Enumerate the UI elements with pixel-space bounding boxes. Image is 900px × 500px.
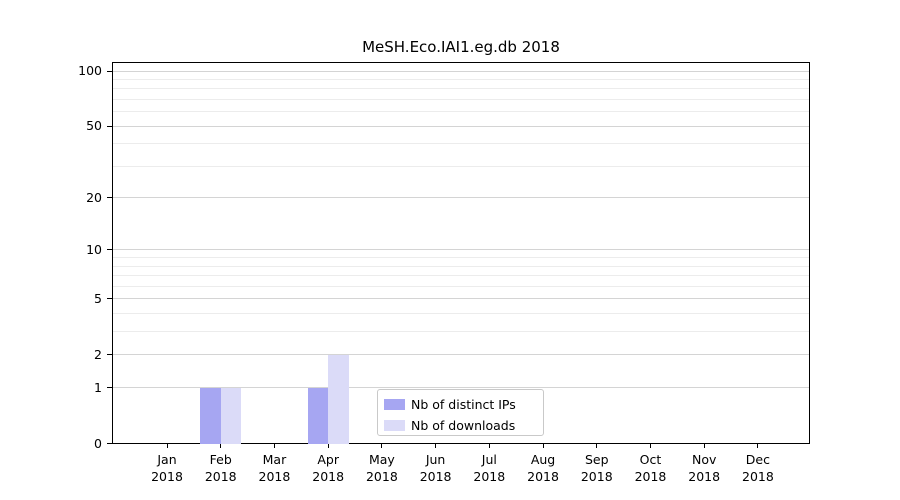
x-tick-month: Oct	[639, 452, 662, 467]
x-tick-month: Jan	[157, 452, 177, 467]
x-tick-year: 2018	[473, 469, 506, 484]
y-tick-label: 5	[94, 290, 102, 306]
x-tick-year: 2018	[312, 469, 345, 484]
x-tick-label: Oct 2018	[622, 451, 678, 485]
y-tick-mark	[107, 387, 112, 389]
gridline-minor	[113, 88, 809, 90]
y-tick-mark	[107, 249, 112, 251]
gridline-major	[113, 197, 809, 199]
gridline-minor	[113, 313, 809, 315]
x-tick-label: Feb 2018	[193, 451, 249, 485]
gridline-major	[113, 125, 809, 127]
x-tick-label: Jul 2018	[461, 451, 517, 485]
bar-downloads	[328, 354, 349, 444]
x-tick-month: Dec	[745, 452, 770, 467]
x-tick-label: Mar 2018	[246, 451, 302, 485]
x-tick-year: 2018	[527, 469, 559, 484]
legend-item-distinct-ips: Nb of distinct IPs	[384, 396, 539, 412]
gridline-minor	[113, 257, 809, 259]
x-tick-year: 2018	[634, 469, 667, 484]
legend-item-downloads: Nb of downloads	[384, 417, 539, 433]
gridline-major	[113, 70, 809, 72]
gridline-minor	[113, 165, 809, 167]
x-tick-mark	[542, 444, 544, 448]
chart-title: MeSH.Eco.IAI1.eg.db 2018	[362, 38, 560, 56]
y-tick-mark	[107, 125, 112, 127]
gridline-minor	[113, 265, 809, 267]
x-tick-label: Jan 2018	[139, 451, 195, 485]
legend-swatch-distinct-ips	[384, 398, 405, 410]
gridline-minor	[113, 78, 809, 80]
x-tick-month: Feb	[209, 452, 232, 467]
x-tick-year: 2018	[204, 469, 237, 484]
x-tick-month: Jun	[425, 452, 446, 467]
x-tick-mark	[435, 444, 437, 448]
gridline-major	[113, 249, 809, 251]
y-tick-label: 0	[94, 435, 102, 451]
x-tick-label: Jun 2018	[408, 451, 464, 485]
x-tick-year: 2018	[688, 469, 721, 484]
y-tick-mark	[107, 298, 112, 300]
x-tick-mark	[596, 444, 598, 448]
y-tick-label: 10	[86, 241, 102, 257]
x-tick-mark	[166, 444, 168, 448]
x-tick-month: Nov	[691, 452, 717, 467]
bar-distinct-ips	[307, 387, 329, 444]
x-tick-month: Jul	[481, 452, 497, 467]
x-tick-label: Sep 2018	[569, 451, 625, 485]
bar-downloads	[220, 387, 242, 444]
x-tick-mark	[757, 444, 759, 448]
x-tick-mark	[488, 444, 490, 448]
x-tick-year: 2018	[580, 469, 613, 484]
x-tick-year: 2018	[151, 469, 183, 484]
y-tick-mark	[107, 70, 112, 72]
y-tick-mark	[107, 354, 112, 356]
gridline-major	[113, 298, 809, 300]
x-tick-year: 2018	[365, 469, 398, 484]
x-tick-mark	[649, 444, 651, 448]
x-tick-year: 2018	[258, 469, 291, 484]
legend: Nb of distinct IPs Nb of downloads	[377, 389, 544, 436]
gridline-minor	[113, 143, 809, 145]
x-tick-mark	[273, 444, 275, 448]
x-tick-month: Aug	[530, 452, 556, 467]
legend-label-distinct-ips: Nb of distinct IPs	[411, 396, 516, 412]
gridline-minor	[113, 285, 809, 287]
x-tick-mark	[220, 444, 222, 448]
gridline-minor	[113, 98, 809, 100]
gridline-major	[113, 354, 809, 356]
y-tick-label: 2	[94, 346, 102, 362]
x-tick-mark	[327, 444, 329, 448]
x-tick-year: 2018	[742, 469, 774, 484]
y-tick-mark	[107, 197, 112, 199]
x-tick-mark	[703, 444, 705, 448]
gridline-minor	[113, 111, 809, 113]
x-tick-month: Mar	[262, 452, 287, 467]
x-tick-label: Apr 2018	[300, 451, 356, 485]
y-tick-label: 1	[94, 379, 102, 395]
legend-swatch-downloads	[384, 419, 405, 431]
x-tick-label: Aug 2018	[515, 451, 571, 485]
x-tick-month: Apr	[317, 452, 339, 467]
x-tick-label: Nov 2018	[676, 451, 732, 485]
gridline-minor	[113, 331, 809, 333]
gridline-major	[113, 387, 809, 389]
x-tick-mark	[381, 444, 383, 448]
y-tick-mark	[107, 443, 112, 444]
legend-label-downloads: Nb of downloads	[411, 417, 516, 433]
gridline-minor	[113, 275, 809, 277]
y-tick-label: 20	[86, 189, 102, 205]
x-tick-month: Sep	[584, 452, 609, 467]
x-tick-year: 2018	[419, 469, 452, 484]
x-tick-label: May 2018	[354, 451, 410, 485]
bar-distinct-ips	[200, 387, 221, 444]
x-tick-label: Dec 2018	[730, 451, 786, 485]
x-tick-month: May	[368, 452, 395, 467]
y-tick-label: 50	[86, 118, 102, 134]
plot-area	[112, 62, 810, 444]
y-tick-label: 100	[78, 63, 102, 78]
